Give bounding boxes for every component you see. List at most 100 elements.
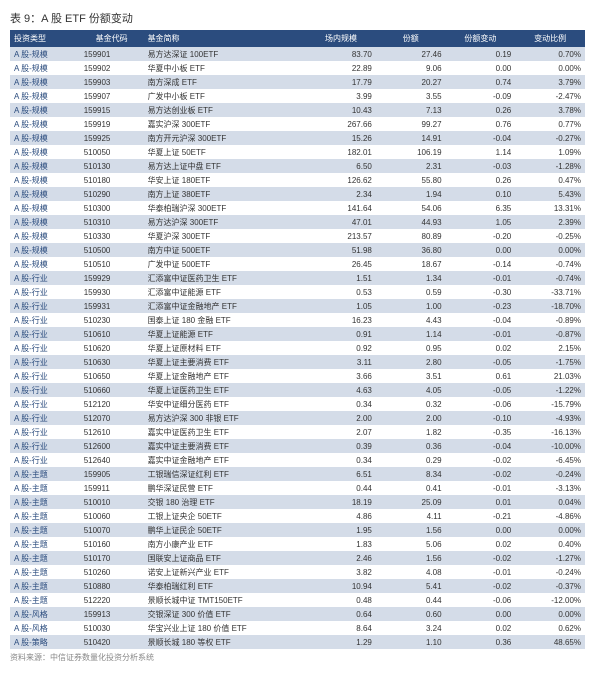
cell: 510660 <box>80 383 144 397</box>
table-row: A 股-规模159903南方深成 ETF17.7920.270.743.79% <box>10 75 585 89</box>
cell: A 股-行业 <box>10 425 80 439</box>
cell: 8.34 <box>376 467 446 481</box>
cell: 4.11 <box>376 509 446 523</box>
table-row: A 股-主题510880华泰柏瑞红利 ETF10.945.41-0.02-0.3… <box>10 579 585 593</box>
cell: 华夏沪深 300ETF <box>144 229 307 243</box>
cell: 2.34 <box>306 187 376 201</box>
table-row: A 股-规模159919嘉实沪深 300ETF267.6699.270.760.… <box>10 117 585 131</box>
cell: 106.19 <box>376 145 446 159</box>
table-row: A 股-规模159915易方达创业板 ETF10.437.130.263.78% <box>10 103 585 117</box>
cell: 0.64 <box>306 607 376 621</box>
cell: 510620 <box>80 341 144 355</box>
table-row: A 股-行业512600嘉实中证主要消费 ETF0.390.36-0.04-10… <box>10 439 585 453</box>
cell: 汇添富中证金融地产 ETF <box>144 299 307 313</box>
cell: 15.26 <box>306 131 376 145</box>
cell: 18.67 <box>376 257 446 271</box>
cell: 83.70 <box>306 47 376 61</box>
cell: -0.14 <box>446 257 516 271</box>
table-body: A 股-规模159901易方达深证 100ETF83.7027.460.190.… <box>10 47 585 649</box>
cell: 510630 <box>80 355 144 369</box>
cell: 1.83 <box>306 537 376 551</box>
cell: A 股-主题 <box>10 565 80 579</box>
cell: A 股-主题 <box>10 481 80 495</box>
cell: A 股-规模 <box>10 131 80 145</box>
cell: -0.02 <box>446 453 516 467</box>
cell: 0.26 <box>446 173 516 187</box>
cell: 1.10 <box>376 635 446 649</box>
cell: 华夏上证原材料 ETF <box>144 341 307 355</box>
cell: 华夏上证 50ETF <box>144 145 307 159</box>
cell: 广发中证 500ETF <box>144 257 307 271</box>
cell: 9.06 <box>376 61 446 75</box>
table-row: A 股-规模159902华夏中小板 ETF22.899.060.000.00% <box>10 61 585 75</box>
cell: 26.45 <box>306 257 376 271</box>
cell: -16.13% <box>515 425 585 439</box>
cell: 213.57 <box>306 229 376 243</box>
cell: -0.27% <box>515 131 585 145</box>
cell: 0.00 <box>446 61 516 75</box>
cell: 2.00 <box>306 411 376 425</box>
cell: 126.62 <box>306 173 376 187</box>
cell: 159913 <box>80 607 144 621</box>
cell: 华夏上证金融地产 ETF <box>144 369 307 383</box>
cell: 0.44 <box>376 593 446 607</box>
cell: 2.46 <box>306 551 376 565</box>
cell: 0.77% <box>515 117 585 131</box>
cell: -12.00% <box>515 593 585 607</box>
cell: 267.66 <box>306 117 376 131</box>
cell: -0.01 <box>446 327 516 341</box>
cell: A 股-规模 <box>10 229 80 243</box>
cell: 3.11 <box>306 355 376 369</box>
cell: 6.35 <box>446 201 516 215</box>
cell: 159930 <box>80 285 144 299</box>
cell: -0.30 <box>446 285 516 299</box>
cell: 0.47% <box>515 173 585 187</box>
cell: 广发中小板 ETF <box>144 89 307 103</box>
cell: 159931 <box>80 299 144 313</box>
table-row: A 股-行业512070易方达沪深 300 非银 ETF2.002.00-0.1… <box>10 411 585 425</box>
cell: 510180 <box>80 173 144 187</box>
cell: 易方达沪深 300 非银 ETF <box>144 411 307 425</box>
cell: 0.00 <box>446 243 516 257</box>
cell: A 股-规模 <box>10 201 80 215</box>
cell: 0.01 <box>446 495 516 509</box>
cell: 0.19 <box>446 47 516 61</box>
cell: -0.02 <box>446 467 516 481</box>
cell: 3.82 <box>306 565 376 579</box>
cell: 21.03% <box>515 369 585 383</box>
cell: -0.05 <box>446 383 516 397</box>
col-header: 份额 <box>376 30 446 47</box>
cell: 0.62% <box>515 621 585 635</box>
cell: -0.06 <box>446 397 516 411</box>
cell: 159901 <box>80 47 144 61</box>
cell: 易方达沪深 300ETF <box>144 215 307 229</box>
cell: 嘉实沪深 300ETF <box>144 117 307 131</box>
cell: 3.78% <box>515 103 585 117</box>
cell: -0.24% <box>515 467 585 481</box>
table-row: A 股-主题510260诺安上证新兴产业 ETF3.824.08-0.01-0.… <box>10 565 585 579</box>
cell: -0.02 <box>446 579 516 593</box>
cell: -4.86% <box>515 509 585 523</box>
cell: 6.50 <box>306 159 376 173</box>
cell: 7.13 <box>376 103 446 117</box>
cell: 141.64 <box>306 201 376 215</box>
cell: A 股-风格 <box>10 607 80 621</box>
cell: 182.01 <box>306 145 376 159</box>
table-row: A 股-行业159929汇添富中证医药卫生 ETF1.511.34-0.01-0… <box>10 271 585 285</box>
cell: 0.36 <box>446 635 516 649</box>
table-row: A 股-规模510330华夏沪深 300ETF213.5780.89-0.20-… <box>10 229 585 243</box>
cell: 交银 180 治理 ETF <box>144 495 307 509</box>
cell: 0.40% <box>515 537 585 551</box>
cell: 159907 <box>80 89 144 103</box>
cell: 2.39% <box>515 215 585 229</box>
cell: 0.00% <box>515 61 585 75</box>
cell: -0.37% <box>515 579 585 593</box>
cell: -0.05 <box>446 355 516 369</box>
cell: 8.64 <box>306 621 376 635</box>
table-row: A 股-主题510060工银上证央企 50ETF4.864.11-0.21-4.… <box>10 509 585 523</box>
cell: 510290 <box>80 187 144 201</box>
cell: 0.92 <box>306 341 376 355</box>
cell: A 股-行业 <box>10 271 80 285</box>
table-title: 表 9：A 股 ETF 份额变动 <box>10 10 585 26</box>
cell: A 股-行业 <box>10 285 80 299</box>
